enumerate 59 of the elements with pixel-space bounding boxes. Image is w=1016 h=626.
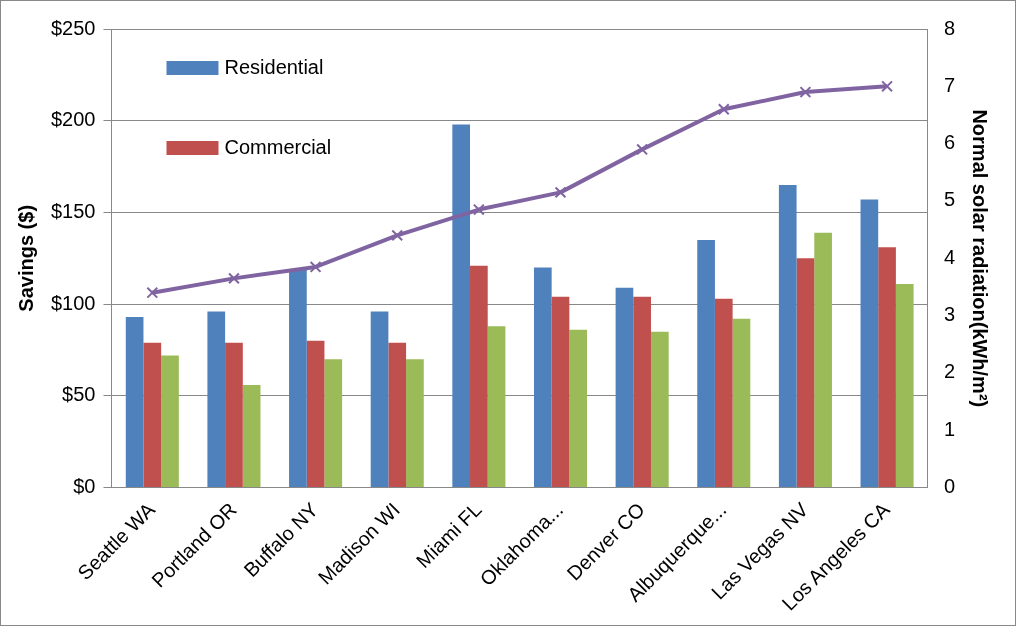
bar xyxy=(650,331,669,488)
point xyxy=(799,86,812,99)
y2-tick-label: 7 xyxy=(943,73,955,96)
bar xyxy=(388,342,407,488)
y2-tick-label: 5 xyxy=(943,188,955,211)
bar xyxy=(814,232,832,488)
point xyxy=(309,260,322,273)
bar xyxy=(878,247,896,488)
bar xyxy=(306,340,325,488)
bar xyxy=(778,184,797,488)
y2-tick-label: 1 xyxy=(943,417,955,440)
bar xyxy=(470,265,488,488)
y-tick-label: $200 xyxy=(50,108,96,131)
bar xyxy=(895,283,914,488)
y2-tick-label: 6 xyxy=(943,131,955,154)
y2-tick-label: 4 xyxy=(943,245,955,268)
bar xyxy=(125,317,144,488)
y2-tick-label: 2 xyxy=(943,360,955,383)
y-tick-label: $250 xyxy=(50,16,96,39)
legend-label: Residential xyxy=(224,55,324,78)
bar xyxy=(633,296,651,488)
y2-tick-label: 3 xyxy=(943,303,955,326)
point xyxy=(146,286,159,299)
bar xyxy=(551,296,570,488)
point xyxy=(472,203,485,216)
bar xyxy=(533,267,552,488)
bar xyxy=(569,329,588,488)
y-tick-label: $150 xyxy=(50,199,96,222)
y-tick-label: $100 xyxy=(50,291,96,314)
y2-axis-title: Normal solar radiation(kWh/m²) xyxy=(969,109,992,408)
legend-label: Commercial xyxy=(224,135,332,158)
bar xyxy=(487,326,506,488)
bar xyxy=(289,269,307,488)
point xyxy=(554,186,567,199)
bar xyxy=(207,311,226,488)
y-axis-title: Savings ($) xyxy=(14,204,37,312)
bar xyxy=(242,384,261,488)
bar xyxy=(143,342,162,488)
bar xyxy=(324,359,343,488)
y-tick-label: $0 xyxy=(73,475,96,498)
bar xyxy=(225,342,243,488)
y2-tick-label: 8 xyxy=(943,16,955,39)
bar xyxy=(161,355,179,488)
point xyxy=(717,103,730,116)
bar xyxy=(732,318,751,488)
bar xyxy=(452,124,471,488)
point xyxy=(391,229,404,242)
y2-tick-label: 0 xyxy=(943,475,955,498)
bar xyxy=(860,199,879,488)
point xyxy=(228,272,240,285)
point xyxy=(636,143,649,156)
bar xyxy=(796,258,815,488)
point xyxy=(881,80,894,93)
bar xyxy=(615,287,634,488)
bar xyxy=(406,359,424,488)
bar xyxy=(714,298,733,488)
bar xyxy=(697,239,715,488)
y-tick-label: $50 xyxy=(62,383,96,406)
bar xyxy=(370,311,389,488)
